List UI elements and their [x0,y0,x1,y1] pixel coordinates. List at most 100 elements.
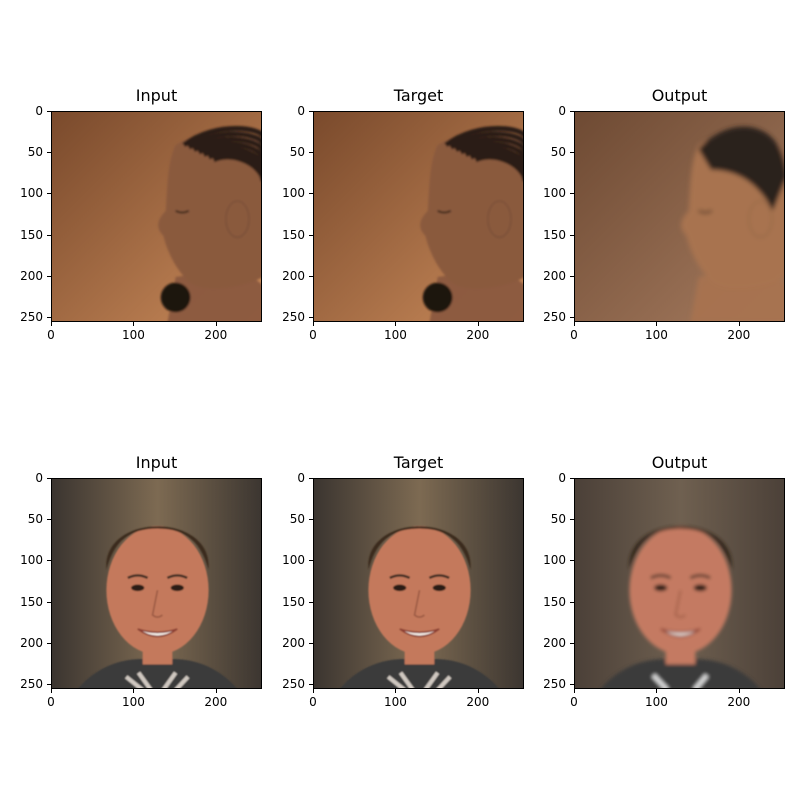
panel-title: Input [135,86,178,105]
x-tick [51,322,52,326]
image-panel [574,478,785,689]
x-tick-label: 100 [121,695,145,709]
y-tick-label: 50 [289,512,305,527]
y-tick [570,234,574,236]
face-image [575,479,784,688]
y-tick-label: 50 [550,512,566,527]
image-axes [313,478,524,689]
y-tick [309,560,313,562]
y-tick [309,193,313,195]
y-tick-label: 50 [550,145,566,160]
y-tick [309,519,313,521]
x-tick [313,689,314,693]
face-image [52,112,261,321]
panel-title: Target [393,453,444,472]
x-tick-label: 0 [570,328,578,342]
image-panel [313,478,524,689]
y-tick [570,193,574,195]
y-tick-label: 250 [282,310,305,325]
y-tick-label: 150 [282,594,305,609]
x-tick [656,689,658,693]
y-tick-label: 200 [282,268,305,283]
y-tick [570,275,574,277]
image-panel [574,111,785,322]
x-tick [215,322,217,326]
image-panel [51,478,262,689]
face-image [314,479,523,688]
y-tick [570,152,574,154]
y-tick-label: 150 [543,594,566,609]
x-tick-label: 200 [466,328,490,342]
y-tick [570,684,574,686]
y-tick-label: 250 [543,677,566,692]
x-tick-label: 0 [47,695,55,709]
y-tick [570,317,574,319]
y-tick [309,234,313,236]
y-tick-label: 150 [282,227,305,242]
y-tick-label: 150 [20,594,43,609]
y-tick-label: 200 [20,635,43,650]
x-tick-label: 200 [466,695,490,709]
y-tick [570,601,574,603]
x-tick [738,322,740,326]
face-image [575,112,784,321]
y-tick-label: 100 [543,186,566,201]
y-tick [47,519,51,521]
y-tick [47,642,51,644]
y-tick [47,601,51,603]
x-tick-label: 200 [727,695,751,709]
y-tick-label: 0 [297,104,305,118]
x-tick-label: 100 [644,328,668,342]
x-tick-label: 0 [570,695,578,709]
y-tick-label: 50 [289,145,305,160]
y-tick-label: 200 [20,268,43,283]
x-tick [313,322,314,326]
y-tick-label: 150 [20,227,43,242]
y-tick-label: 100 [282,186,305,201]
y-tick-label: 200 [282,635,305,650]
y-tick-label: 0 [35,471,43,485]
y-tick-label: 0 [35,104,43,118]
y-tick-label: 0 [558,471,566,485]
face-image [52,479,261,688]
y-tick [309,642,313,644]
y-tick-label: 250 [282,677,305,692]
y-tick [309,601,313,603]
x-tick-label: 100 [383,695,407,709]
x-tick [477,689,479,693]
x-tick [574,322,575,326]
y-tick-label: 100 [20,553,43,568]
y-tick-label: 100 [20,186,43,201]
y-tick [570,519,574,521]
image-axes [51,478,262,689]
y-tick [309,111,313,112]
y-tick-label: 200 [543,268,566,283]
y-tick [570,478,574,479]
x-tick-label: 0 [309,695,317,709]
y-tick [570,642,574,644]
x-tick [574,689,575,693]
y-tick-label: 150 [543,227,566,242]
image-axes [574,478,785,689]
y-tick-label: 250 [20,310,43,325]
x-tick-label: 100 [121,328,145,342]
x-tick-label: 100 [644,695,668,709]
x-tick [133,689,135,693]
x-tick-label: 0 [47,328,55,342]
y-tick-label: 50 [27,145,43,160]
image-axes [51,111,262,322]
x-tick [477,322,479,326]
y-tick-label: 250 [20,677,43,692]
y-tick [309,478,313,479]
y-tick-label: 0 [558,104,566,118]
x-tick-label: 0 [309,328,317,342]
x-tick [215,689,217,693]
panel-title: Input [135,453,178,472]
y-tick [47,275,51,277]
y-tick [570,560,574,562]
x-tick-label: 200 [727,328,751,342]
image-panel [313,111,524,322]
x-tick [395,322,397,326]
y-tick [47,234,51,236]
